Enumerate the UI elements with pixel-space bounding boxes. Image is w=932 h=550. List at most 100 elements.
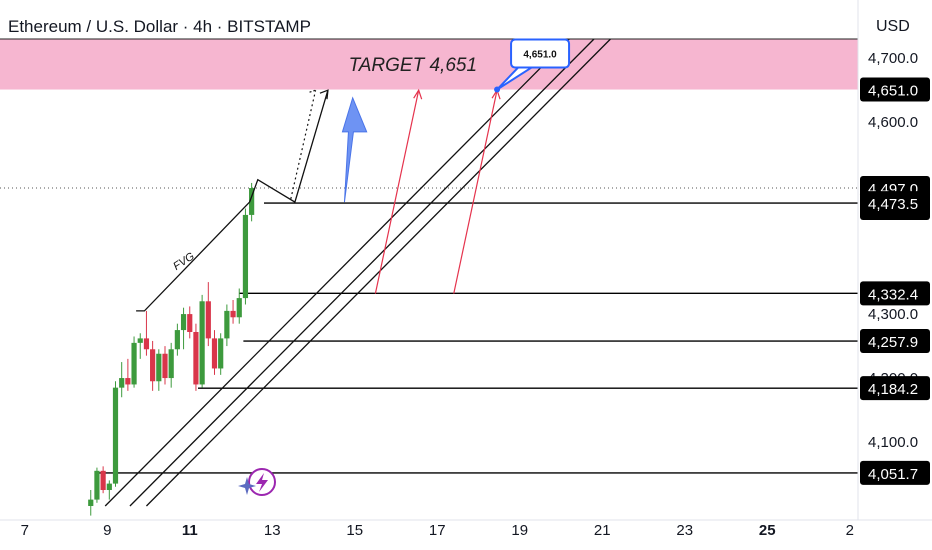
- sparkle-icon: [238, 477, 256, 495]
- candle-body: [125, 378, 131, 385]
- candle: [230, 300, 236, 324]
- candle-body: [119, 378, 125, 388]
- x-tick-label: 9: [103, 522, 111, 539]
- x-tick-label: 17: [429, 522, 446, 539]
- level-price-badge-bg: [860, 376, 930, 401]
- candle: [131, 336, 137, 388]
- drawings-layer: FVG: [0, 38, 858, 312]
- level-price-badge-bg: [860, 329, 930, 354]
- level-price-badge-bg: [860, 460, 930, 485]
- candle: [218, 333, 224, 375]
- candle: [94, 467, 100, 503]
- red-arrowhead: [413, 88, 423, 100]
- x-tick-label: 21: [594, 522, 611, 539]
- candle-body: [174, 330, 180, 350]
- x-tick-label: 7: [21, 522, 29, 539]
- candle-body: [187, 314, 193, 332]
- y-tick-label: 4,100.0: [868, 434, 918, 451]
- channel-line: [104, 38, 570, 507]
- x-tick-label: 2: [846, 522, 854, 539]
- y-tick-label: 4,700.0: [868, 50, 918, 67]
- blue-projection-arrow: [341, 96, 368, 203]
- candle-body: [88, 499, 94, 506]
- candle: [125, 358, 131, 391]
- candle: [168, 342, 174, 388]
- candle-body: [193, 331, 199, 385]
- candle-body: [106, 483, 112, 491]
- candle: [211, 330, 218, 375]
- dotted-arrowhead: [309, 89, 316, 93]
- target-zone: [0, 39, 858, 90]
- candle-body: [150, 349, 156, 382]
- currency-label[interactable]: USD: [876, 18, 910, 35]
- channel-line: [129, 38, 595, 507]
- price-axis[interactable]: 4,700.04,600.04,300.04,200.04,100.04,651…: [857, 0, 930, 520]
- candle: [156, 349, 162, 391]
- candle-body: [205, 301, 211, 339]
- candle: [236, 288, 242, 324]
- red-projection-arrow: [453, 90, 498, 294]
- candle-body: [131, 342, 137, 385]
- target-price-badge: 4,651.0: [868, 83, 918, 100]
- candle: [193, 323, 199, 391]
- channel-line: [145, 38, 611, 507]
- candle-body: [236, 298, 242, 318]
- level-price-badge: 4,184.2: [868, 381, 918, 398]
- red-projection-arrow: [374, 90, 420, 294]
- x-tick-label: 25: [759, 522, 776, 539]
- level-price-badge: 4,051.7: [868, 466, 918, 483]
- candle: [187, 306, 193, 339]
- candle: [137, 333, 143, 359]
- level-price-badge: 4,257.9: [868, 334, 918, 351]
- candle-body: [249, 188, 255, 215]
- candle-body: [112, 387, 119, 484]
- target-price-badge-bg: [860, 77, 930, 102]
- candle-body: [168, 349, 174, 379]
- candle-body: [211, 338, 218, 369]
- x-tick-label: 15: [346, 522, 363, 539]
- x-tick-label: 23: [676, 522, 693, 539]
- target-label: TARGET 4,651: [349, 55, 477, 76]
- candle-body: [162, 353, 168, 379]
- lightning-bolt: [256, 473, 268, 492]
- lightning-icon[interactable]: [238, 468, 276, 496]
- candle-body: [242, 214, 249, 299]
- time-axis[interactable]: 7 9 11 13 15 17 19 21 23 25 2: [0, 519, 932, 539]
- zigzag-path: [248, 90, 329, 204]
- zigzag-arrowhead: [319, 89, 329, 100]
- level-price-badge-bg: [860, 191, 930, 216]
- level-price-badge: 4,473.5: [868, 196, 918, 213]
- candle: [143, 310, 150, 356]
- candle: [249, 182, 255, 222]
- dotted-path: [290, 90, 317, 200]
- candle-body: [143, 338, 150, 350]
- candle: [205, 282, 211, 347]
- level-price-badge-bg: [860, 281, 930, 306]
- callout-box: [510, 38, 571, 69]
- candle-body: [230, 310, 236, 318]
- candle-body: [218, 338, 224, 369]
- candle: [162, 346, 168, 385]
- candle-body: [224, 310, 230, 339]
- candle: [88, 490, 94, 516]
- target-callout[interactable]: 4,651.0: [496, 38, 571, 91]
- x-tick-label: 11: [182, 522, 198, 539]
- levels-layer: [94, 202, 858, 474]
- candles-layer: [88, 182, 255, 516]
- candle: [150, 340, 156, 391]
- candle: [106, 480, 112, 500]
- candle: [199, 294, 205, 388]
- candle: [112, 381, 119, 487]
- candle: [180, 307, 187, 350]
- candle-body: [137, 338, 143, 343]
- symbol-title: Ethereum / U.S. Dollar · 4h · BITSTAMP: [8, 17, 311, 36]
- candle-body: [94, 470, 100, 500]
- candle: [242, 208, 249, 305]
- candle-body: [180, 314, 187, 331]
- fvg-line: [136, 201, 251, 312]
- candle-body: [100, 470, 106, 491]
- candle: [119, 362, 125, 398]
- candle-body: [199, 301, 205, 385]
